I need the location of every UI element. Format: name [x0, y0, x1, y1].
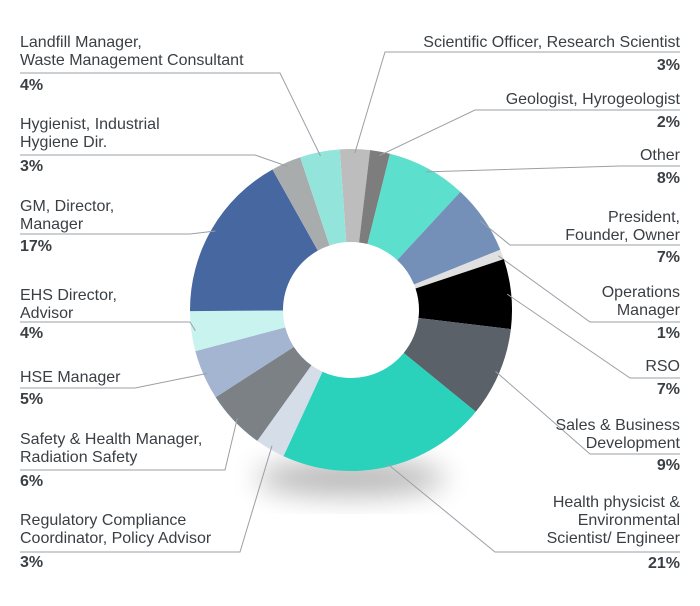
slice-label: Scientific Officer, Research Scientist	[423, 34, 680, 51]
leader-line	[379, 109, 680, 157]
slice-label: HSE Manager	[20, 369, 121, 386]
leader-line	[20, 321, 196, 332]
leader-line	[20, 72, 321, 157]
leader-line	[20, 418, 238, 471]
slice-value-label: 7%	[656, 249, 680, 266]
slice-value-label: 3%	[20, 158, 44, 175]
donut-slice	[300, 149, 347, 246]
donut-slice	[367, 153, 461, 261]
shadow	[256, 460, 446, 496]
donut-slice	[195, 327, 294, 398]
slice-label: RSO	[645, 358, 680, 375]
donut-slice	[339, 149, 371, 243]
slice-value-label: 9%	[656, 457, 680, 474]
slice-label: Landfill Manager, Waste Management Consu…	[20, 34, 244, 69]
leader-line	[506, 293, 680, 379]
leader-line	[425, 165, 680, 173]
donut-slice	[397, 191, 501, 285]
slice-value-label: 5%	[20, 391, 44, 408]
donut-slice	[415, 259, 512, 330]
slice-value-label: 6%	[20, 473, 44, 490]
slice-value-label: 21%	[647, 555, 680, 572]
slice-value-label: 7%	[656, 381, 680, 398]
slice-label: GM, Director, Manager	[20, 198, 115, 233]
slice-value-label: 2%	[656, 114, 680, 131]
leader-line	[20, 230, 216, 235]
slice-label: Geologist, Hyrogeologist	[505, 91, 680, 108]
donut-slice	[189, 169, 318, 312]
slice-value-label: 17%	[20, 238, 53, 255]
donut-slice	[283, 352, 476, 471]
donut-slice	[272, 157, 330, 251]
slice-value-label: 8%	[656, 170, 680, 187]
donut-slice	[215, 346, 312, 441]
leader-line	[495, 370, 680, 455]
leader-line	[498, 255, 680, 323]
leader-line	[354, 51, 680, 154]
slice-value-label: 1%	[656, 325, 680, 342]
slice-label: President, Founder, Owner	[565, 209, 680, 244]
donut-slice	[359, 150, 390, 245]
slice-value-label: 4%	[20, 325, 44, 342]
slice-value-label: 3%	[20, 554, 44, 571]
slice-value-label: 4%	[20, 77, 44, 94]
donut-slice	[257, 365, 323, 457]
slice-label: Other	[639, 147, 680, 164]
slice-label: Safety & Health Manager, Radiation Safet…	[20, 431, 203, 466]
leader-line	[20, 445, 273, 553]
slice-value-label: 3%	[656, 57, 680, 74]
donut-slice	[414, 249, 504, 289]
leader-line	[20, 372, 208, 389]
slice-label: Regulatory Compliance Coordinator, Polic…	[20, 512, 212, 547]
slice-label: EHS Director, Advisor	[20, 287, 117, 322]
slice-label: Sales & Business Development	[555, 417, 680, 452]
leader-line	[20, 154, 288, 167]
slice-label: Health physicist & Environmental Scienti…	[546, 494, 680, 547]
slice-label: Hygienist, Industrial Hygiene Dir.	[20, 116, 160, 151]
donut-slice	[190, 310, 286, 352]
leader-line	[386, 462, 680, 553]
slice-label: Operations Manager	[601, 284, 680, 319]
donut-slice	[403, 318, 511, 412]
leader-line	[479, 220, 680, 246]
